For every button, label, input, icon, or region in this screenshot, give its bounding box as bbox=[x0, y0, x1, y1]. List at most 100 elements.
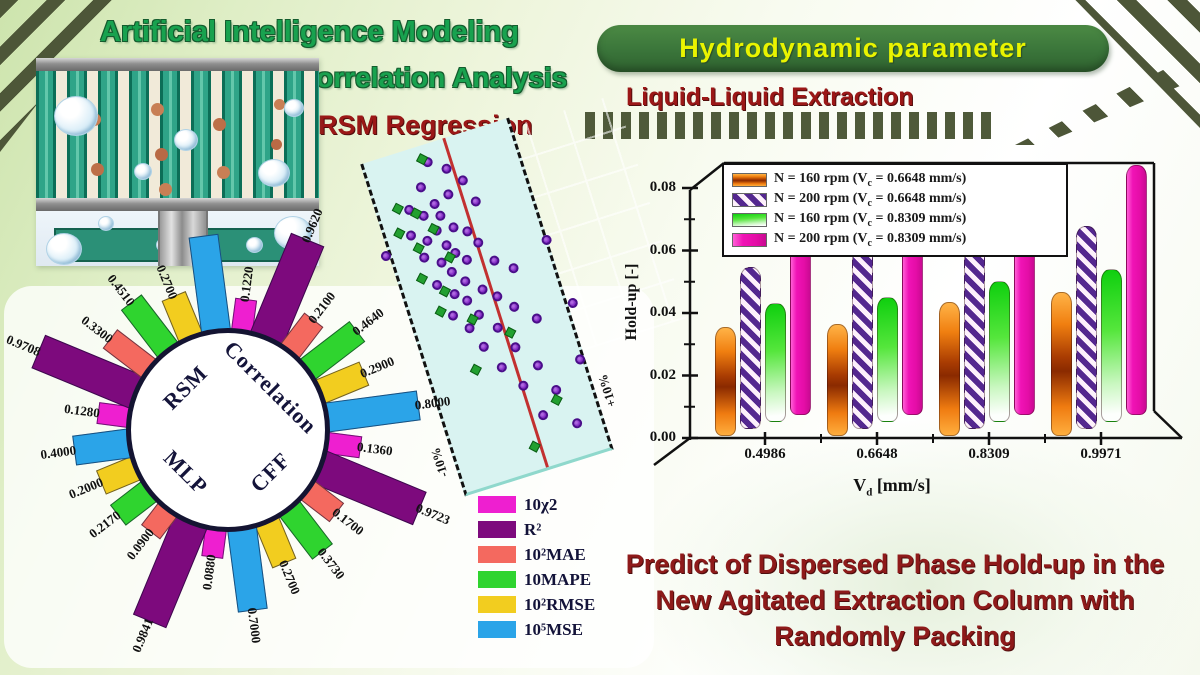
y-tick-label: 0.06 bbox=[649, 241, 676, 258]
dash-mark bbox=[675, 112, 685, 139]
radial-legend-label: 10⁵MSE bbox=[524, 619, 583, 639]
radial-bar-value-text: 0.2000 bbox=[66, 474, 106, 503]
scatter-point-circle bbox=[530, 312, 544, 325]
bar-green-gradient-0.6648 bbox=[877, 297, 898, 422]
legend-swatch-orange-gradient bbox=[732, 173, 767, 187]
scatter-point-circle bbox=[507, 261, 520, 275]
bar-magenta-solid-0.4986 bbox=[790, 243, 811, 415]
scatter-point-circle bbox=[442, 188, 455, 201]
radial-legend-row: R² bbox=[478, 519, 595, 539]
droplet bbox=[246, 237, 263, 253]
title-correlation-analysis: Correlation Analysis bbox=[296, 62, 568, 93]
packing-beads bbox=[36, 71, 43, 78]
x-category-label: 0.9971 bbox=[1080, 446, 1122, 462]
legend-label: N = 200 rpm (Vc = 0.6648 mm/s) bbox=[774, 191, 967, 209]
scatter-point-circle bbox=[488, 254, 501, 267]
bar-chart-ylabel: Hold-up [-] bbox=[623, 263, 640, 341]
radial-legend-swatch bbox=[478, 571, 516, 588]
dash-mark bbox=[891, 112, 901, 139]
title-ai-modeling: Artificial Intelligence Modeling bbox=[100, 16, 519, 48]
bar-orange-gradient-0.4986 bbox=[715, 326, 736, 436]
radial-bar-value-text: 0.2900 bbox=[357, 353, 397, 382]
dash-mark bbox=[945, 112, 955, 139]
bar-purple-hatch-0.4986 bbox=[740, 266, 761, 429]
scatter-point-circle bbox=[460, 294, 474, 307]
bar-green-gradient-0.9971 bbox=[1101, 268, 1122, 422]
extraction-column-illustration bbox=[36, 58, 319, 266]
y-tick-label: 0.02 bbox=[649, 366, 676, 383]
radial-legend-label: 10²MAE bbox=[524, 544, 586, 564]
droplet bbox=[284, 99, 304, 117]
background-blob bbox=[640, 420, 1200, 675]
bar-chart-legend-rows: N = 160 rpm (Vc = 0.6648 mm/s) N = 200 rp… bbox=[732, 170, 1058, 250]
radial-legend-label: R² bbox=[524, 519, 542, 539]
droplet bbox=[134, 163, 152, 180]
column-top-plate bbox=[36, 58, 319, 71]
dash-mark bbox=[765, 112, 775, 139]
bar-green-gradient-0.4986 bbox=[765, 303, 786, 422]
dash-mark bbox=[747, 112, 757, 139]
droplet bbox=[54, 96, 98, 136]
radial-legend-swatch bbox=[478, 546, 516, 563]
bar-chart-xlabel: Vd [mm/s] bbox=[853, 475, 931, 499]
scatter-band-label-minus: -10% bbox=[427, 445, 451, 480]
axis-line bbox=[653, 437, 691, 466]
radial-legend-swatch bbox=[478, 496, 516, 513]
scatter-point-diamond bbox=[469, 363, 482, 376]
radial-legend-row: 10χ2 bbox=[478, 494, 595, 514]
hydrodynamic-banner: Hydrodynamic parameter bbox=[597, 25, 1109, 72]
legend-row: N = 200 rpm (Vc = 0.8309 mm/s) bbox=[732, 230, 1058, 250]
legend-swatch-purple-hatch bbox=[732, 193, 767, 207]
scatter-point-circle bbox=[434, 209, 447, 223]
scatter-point-circle bbox=[507, 300, 521, 314]
legend-swatch-magenta-solid bbox=[732, 233, 767, 247]
bar-green-gradient-0.8309 bbox=[989, 281, 1010, 422]
scatter-point-circle bbox=[445, 265, 459, 279]
dash-mark bbox=[711, 112, 721, 139]
footer-line-2: New Agitated Extraction Column with bbox=[655, 585, 1135, 615]
footer-line-1: Predict of Dispersed Phase Hold-up in th… bbox=[625, 549, 1165, 579]
scatter-point-circle bbox=[531, 359, 545, 372]
legend-label: N = 160 rpm (Vc = 0.6648 mm/s) bbox=[774, 171, 967, 189]
column-packing-section bbox=[36, 71, 319, 198]
scatter-point-circle bbox=[517, 379, 530, 392]
radial-bar-value-text: 0.1700 bbox=[329, 504, 367, 539]
radial-legend: 10χ2 R² 10²MAE 10MAPE 10²RMSE 10⁵MSE bbox=[478, 494, 595, 646]
column-mid-plate bbox=[36, 198, 319, 211]
axis-line bbox=[1153, 410, 1183, 439]
radial-bar-value: 0.4000 bbox=[39, 419, 76, 485]
radial-bar-value-text: 0.3730 bbox=[314, 544, 349, 583]
scatter-point-circle bbox=[573, 353, 587, 366]
dash-mark bbox=[819, 112, 829, 139]
legend-label: N = 200 rpm (Vc = 0.8309 mm/s) bbox=[774, 231, 967, 249]
scatter-point-circle bbox=[446, 309, 460, 322]
dash-mark bbox=[639, 112, 649, 139]
radial-legend-row: 10MAPE bbox=[478, 570, 595, 589]
dash-mark bbox=[729, 112, 739, 139]
dash-mark bbox=[801, 112, 811, 139]
footer-headline: Predict of Dispersed Phase Hold-up in th… bbox=[595, 546, 1195, 654]
scatter-point-circle bbox=[469, 195, 483, 208]
bar-purple-hatch-0.6648 bbox=[852, 241, 873, 429]
x-category-label: 0.4986 bbox=[744, 446, 786, 462]
scatter-point-circle bbox=[495, 361, 509, 374]
y-tick-label: 0.08 bbox=[649, 179, 676, 195]
scatter-point-circle bbox=[476, 283, 489, 296]
scatter-point-circle bbox=[379, 249, 393, 263]
radial-legend-label: 10χ2 bbox=[524, 494, 558, 514]
dash-mark bbox=[927, 112, 937, 139]
radial-bar-value-text: 0.9708 bbox=[4, 331, 44, 359]
dash-mark bbox=[693, 112, 703, 139]
radial-legend-swatch bbox=[478, 621, 516, 638]
droplet bbox=[174, 129, 198, 151]
scatter-point-circle bbox=[428, 197, 441, 211]
y-tick-label: 0.04 bbox=[649, 304, 676, 320]
radial-bar-value-text: 0.2700 bbox=[153, 262, 182, 302]
bar-chart-legend: N = 160 rpm (Vc = 0.6648 mm/s) N = 200 rp… bbox=[722, 163, 1068, 257]
bar-orange-gradient-0.6648 bbox=[827, 323, 848, 436]
radial-bar-value-text: 0.9841 bbox=[128, 616, 157, 655]
scatter-point-circle bbox=[471, 236, 485, 249]
scatter-point-diamond bbox=[434, 305, 447, 318]
scatter-point-diamond bbox=[415, 272, 429, 285]
radial-legend-swatch bbox=[478, 521, 516, 538]
